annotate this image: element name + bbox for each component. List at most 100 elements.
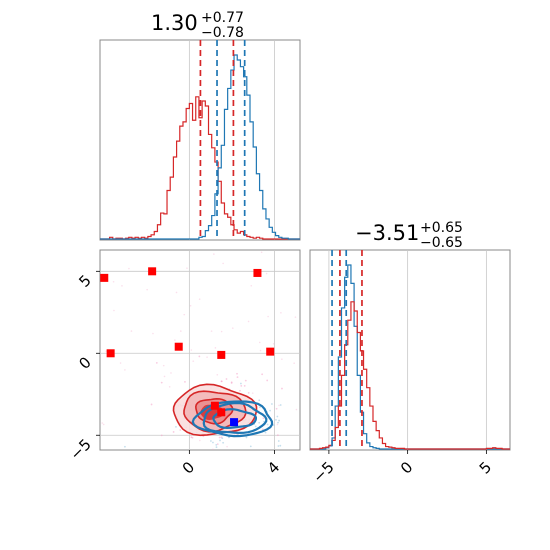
sample-point xyxy=(179,429,182,431)
sample-point xyxy=(266,379,269,382)
sample-point xyxy=(269,409,271,412)
sample-point xyxy=(279,444,282,447)
red-marker xyxy=(266,347,275,356)
hist1-title-plus: +0.77 xyxy=(201,10,244,26)
sample-point xyxy=(278,419,280,422)
sample-point xyxy=(236,376,239,378)
sample-point xyxy=(215,446,218,449)
sample-point xyxy=(250,284,253,287)
sample-point xyxy=(210,440,212,442)
sample-point xyxy=(174,339,176,341)
sample-point xyxy=(279,404,282,406)
sample-point xyxy=(155,361,158,364)
sample-point xyxy=(172,431,175,433)
red-marker xyxy=(217,350,226,359)
sample-point xyxy=(267,315,269,318)
sample-point xyxy=(160,381,163,384)
sample-point xyxy=(192,360,195,362)
red-marker xyxy=(100,273,109,282)
sample-point xyxy=(277,421,279,424)
scatter-ytick-label: −5 xyxy=(66,435,94,463)
sample-point xyxy=(227,436,230,439)
sample-point xyxy=(254,425,257,428)
sample-point xyxy=(280,311,282,314)
sample-point xyxy=(206,356,208,358)
sample-point xyxy=(160,434,163,437)
sample-point xyxy=(247,391,250,394)
hist2-layer xyxy=(310,250,510,450)
sample-point xyxy=(251,392,254,394)
red-marker xyxy=(210,401,219,410)
sample-point xyxy=(212,448,214,450)
sample-point xyxy=(230,381,233,384)
hist1-title-minus: −0.78 xyxy=(201,25,244,41)
sample-point xyxy=(243,384,246,387)
hist2-title-value: −3.51 xyxy=(355,221,419,245)
sample-point xyxy=(273,424,275,427)
scatter-xtick-label: 4 xyxy=(264,458,283,477)
red-marker xyxy=(217,408,226,417)
red-marker xyxy=(106,349,115,358)
sample-point xyxy=(179,330,182,332)
sample-point xyxy=(293,362,295,365)
sample-point xyxy=(261,373,264,376)
sample-point xyxy=(216,443,219,446)
sample-point xyxy=(258,406,261,409)
sample-point xyxy=(189,304,192,307)
sample-point xyxy=(164,458,166,460)
sample-point xyxy=(264,431,267,434)
sample-point xyxy=(168,386,171,388)
sample-point xyxy=(258,341,261,344)
scatter-ytick-label: 0 xyxy=(75,353,94,372)
sample-point xyxy=(276,423,279,426)
sample-point xyxy=(102,423,105,426)
sample-point xyxy=(210,330,213,332)
sample-point xyxy=(275,418,277,421)
red-marker xyxy=(174,342,183,351)
sample-point xyxy=(294,316,297,318)
sample-point xyxy=(220,380,223,383)
sample-point xyxy=(278,404,280,407)
sample-point xyxy=(150,403,153,406)
hist2-series-1 xyxy=(310,301,510,450)
sample-point xyxy=(249,445,252,448)
sample-point xyxy=(183,313,186,316)
hist2-xtick-label: −5 xyxy=(309,458,337,486)
sample-point xyxy=(239,389,241,392)
sample-point xyxy=(277,445,280,447)
hist1-series-0 xyxy=(100,96,300,240)
sample-point xyxy=(190,349,193,351)
sample-point xyxy=(215,443,218,446)
sample-point xyxy=(212,441,214,444)
sample-point xyxy=(270,403,273,405)
sample-point xyxy=(260,251,263,254)
hist2-xtick-label: 5 xyxy=(476,458,495,477)
sample-point xyxy=(121,285,123,287)
sample-point xyxy=(225,378,228,380)
sample-point xyxy=(258,421,261,424)
sample-point xyxy=(146,288,148,291)
sample-point xyxy=(186,267,188,269)
sample-point xyxy=(262,417,265,420)
sample-point xyxy=(265,272,268,275)
sample-point xyxy=(198,298,201,300)
sample-point xyxy=(219,439,221,442)
blue-contour-level xyxy=(191,400,274,438)
sample-point xyxy=(239,382,242,385)
sample-point xyxy=(259,349,262,352)
sample-point xyxy=(276,415,279,418)
sample-point xyxy=(198,355,201,358)
sample-point xyxy=(112,280,115,283)
sample-point xyxy=(184,380,186,383)
sample-point xyxy=(170,372,172,374)
hist1-layer xyxy=(100,40,300,240)
sample-point xyxy=(281,358,283,360)
scatter-xtick-label: 0 xyxy=(179,458,198,477)
sample-point xyxy=(220,330,223,333)
sample-point xyxy=(175,291,178,294)
sample-point xyxy=(124,445,126,448)
sample-point xyxy=(221,437,224,440)
sample-point xyxy=(213,253,215,255)
sample-point xyxy=(101,422,104,424)
